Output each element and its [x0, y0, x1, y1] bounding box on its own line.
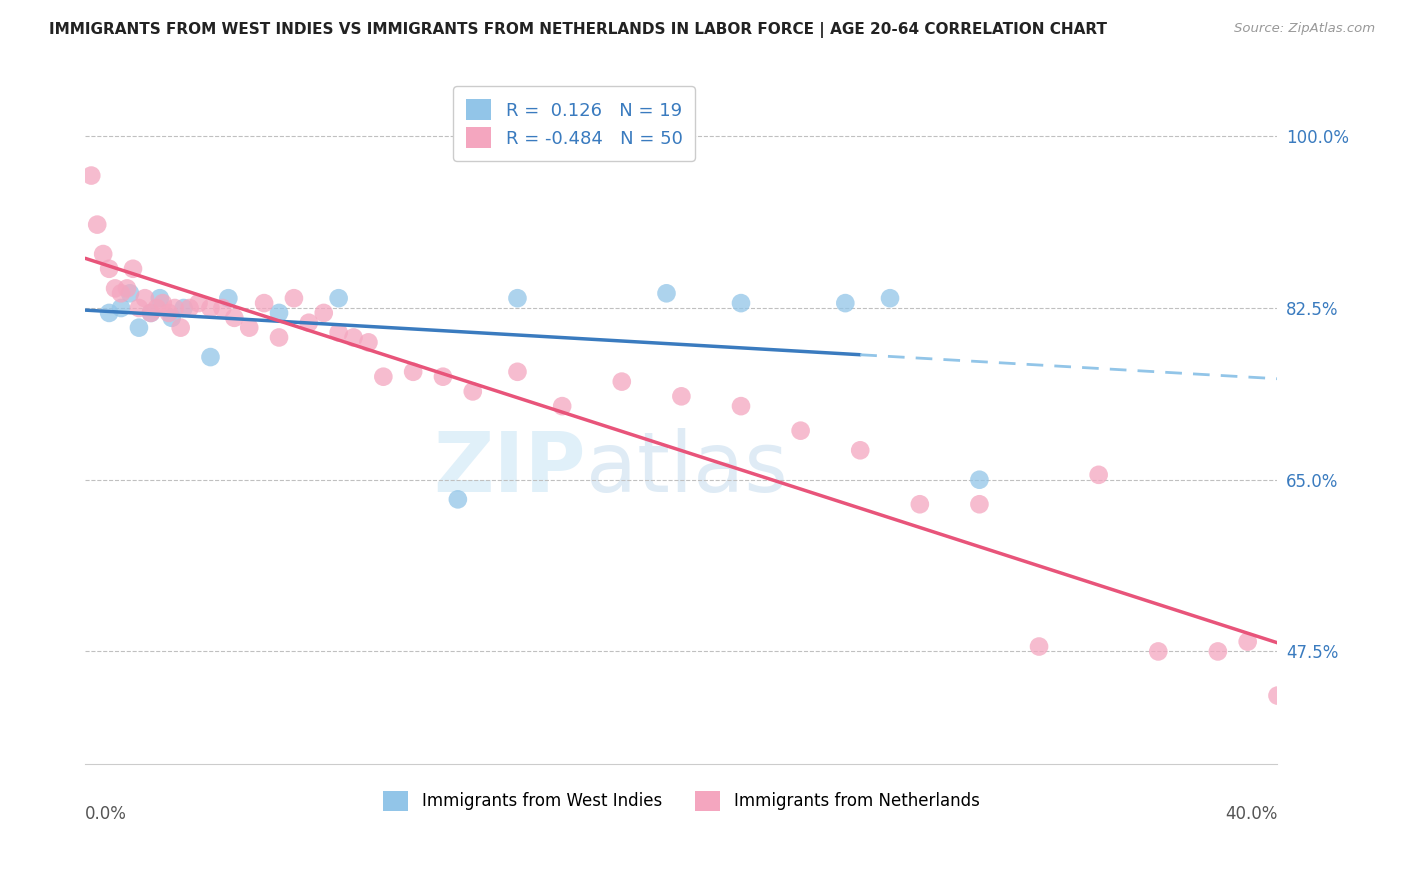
Point — [1281, 738, 1303, 752]
Text: 40.0%: 40.0% — [1225, 805, 1278, 823]
Point — [91, 247, 114, 261]
Point — [908, 497, 931, 511]
Point — [849, 443, 872, 458]
Point — [267, 306, 290, 320]
Point — [730, 399, 752, 413]
Point — [551, 399, 574, 413]
Point — [152, 296, 174, 310]
Point — [160, 310, 183, 325]
Text: atlas: atlas — [586, 428, 787, 509]
Point — [134, 291, 156, 305]
Point — [1028, 640, 1050, 654]
Point — [298, 316, 321, 330]
Point — [432, 369, 454, 384]
Point — [139, 306, 162, 320]
Point — [149, 291, 172, 305]
Point — [506, 291, 529, 305]
Point — [80, 169, 103, 183]
Point — [139, 306, 162, 320]
Point — [730, 296, 752, 310]
Point — [253, 296, 276, 310]
Point — [86, 218, 108, 232]
Point — [789, 424, 811, 438]
Text: ZIP: ZIP — [433, 428, 586, 509]
Text: 0.0%: 0.0% — [86, 805, 127, 823]
Point — [110, 301, 132, 315]
Point — [217, 291, 239, 305]
Point — [834, 296, 856, 310]
Point — [879, 291, 901, 305]
Point — [98, 261, 121, 276]
Point — [506, 365, 529, 379]
Point — [128, 301, 150, 315]
Point — [402, 365, 425, 379]
Y-axis label: In Labor Force | Age 20-64: In Labor Force | Age 20-64 — [0, 311, 8, 531]
Legend: Immigrants from West Indies, Immigrants from Netherlands: Immigrants from West Indies, Immigrants … — [377, 784, 986, 818]
Point — [1206, 644, 1229, 658]
Point — [1267, 689, 1289, 703]
Text: IMMIGRANTS FROM WEST INDIES VS IMMIGRANTS FROM NETHERLANDS IN LABOR FORCE | AGE : IMMIGRANTS FROM WEST INDIES VS IMMIGRANT… — [49, 22, 1107, 38]
Point — [283, 291, 305, 305]
Point — [200, 301, 222, 315]
Point — [104, 281, 127, 295]
Point — [118, 286, 141, 301]
Point — [342, 330, 364, 344]
Point — [173, 301, 195, 315]
Point — [373, 369, 395, 384]
Point — [969, 473, 991, 487]
Point — [224, 310, 246, 325]
Point — [461, 384, 484, 399]
Point — [187, 296, 209, 310]
Point — [969, 497, 991, 511]
Point — [1236, 634, 1258, 648]
Point — [238, 320, 260, 334]
Point — [267, 330, 290, 344]
Point — [447, 492, 470, 507]
Point — [655, 286, 678, 301]
Point — [170, 320, 193, 334]
Point — [610, 375, 633, 389]
Point — [357, 335, 380, 350]
Point — [1087, 467, 1109, 482]
Point — [128, 320, 150, 334]
Point — [312, 306, 335, 320]
Text: Source: ZipAtlas.com: Source: ZipAtlas.com — [1234, 22, 1375, 36]
Point — [115, 281, 138, 295]
Point — [146, 301, 169, 315]
Point — [1147, 644, 1170, 658]
Point — [179, 301, 201, 315]
Point — [163, 301, 186, 315]
Point — [122, 261, 145, 276]
Point — [211, 301, 233, 315]
Point — [671, 389, 693, 403]
Point — [328, 326, 350, 340]
Point — [328, 291, 350, 305]
Point — [200, 350, 222, 364]
Point — [98, 306, 121, 320]
Point — [157, 306, 180, 320]
Point — [110, 286, 132, 301]
